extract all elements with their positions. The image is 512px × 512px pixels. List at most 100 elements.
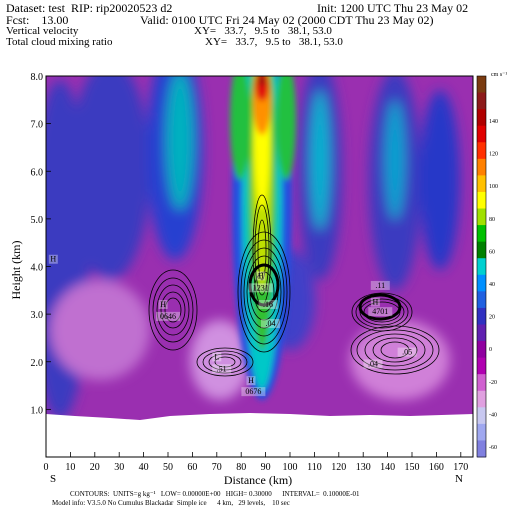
y-tick-label: 6.0	[31, 167, 44, 178]
x-tick-label: 80	[236, 462, 246, 473]
colorbar-label: 100	[489, 184, 498, 190]
y-tick-label: 7.0	[31, 120, 44, 131]
y-tick-label: 3.0	[31, 310, 44, 321]
contour-label-box	[370, 297, 380, 307]
contour-label-box	[156, 311, 180, 321]
colorbar-label: 120	[489, 152, 498, 158]
colorbar-swatch	[477, 76, 486, 94]
cross-section-coords-2: XY= 33.7, 9.5 to 38.1, 53.0	[205, 36, 343, 48]
contour-label-box	[363, 359, 383, 369]
contour-label-box	[256, 271, 266, 281]
x-tick-label: 90	[261, 462, 271, 473]
contour-info: CONTOURS: UNITS=g kg⁻¹ LOW= 0.00000E+00 …	[70, 490, 360, 498]
contour-label-box	[246, 376, 256, 386]
colorbar-label: 20	[489, 315, 495, 321]
x-tick-label: 40	[139, 462, 149, 473]
colorbar-label: -60	[489, 445, 497, 451]
contour-label: .04	[265, 319, 275, 328]
y-tick-label: 2.0	[31, 358, 44, 369]
contour-label: .51	[217, 364, 227, 373]
cross-section-coords: XY= 33.7, 9.5 to 38.1, 53.0	[194, 25, 332, 37]
contour-label: H	[373, 298, 379, 307]
colorbar-swatch	[477, 423, 486, 441]
contour-label: .05	[402, 348, 412, 357]
colorbar-swatch	[477, 258, 486, 276]
x-end-south: S	[50, 473, 56, 485]
colorbar-swatch	[477, 291, 486, 309]
colorbar-swatch	[477, 225, 486, 243]
colorbar-swatch	[477, 191, 486, 210]
contour-label-box	[212, 364, 232, 374]
colorbar-swatch	[477, 274, 486, 292]
field-title-shaded: Vertical velocity	[6, 25, 79, 37]
x-tick-label: 170	[453, 462, 468, 473]
y-axis-label: Height (km)	[9, 241, 23, 300]
contour-label: L	[214, 352, 219, 361]
y-tick-label: 8.0	[31, 72, 44, 83]
colorbar-swatch	[477, 407, 486, 425]
x-tick-label: 120	[331, 462, 346, 473]
x-end-north: N	[455, 473, 463, 485]
colorbar-label: 80	[489, 217, 495, 223]
colorbar-label: 60	[489, 249, 495, 255]
colorbar-swatch	[477, 92, 486, 110]
y-tick-label: 1.0	[31, 405, 44, 416]
x-tick-label: 110	[307, 462, 322, 473]
contour-label-box	[368, 307, 393, 317]
colorbar-swatch	[477, 208, 486, 226]
colorbar-label: -40	[489, 412, 497, 418]
colorbar-swatch	[477, 109, 486, 127]
colorbar	[476, 75, 487, 458]
colorbar-label: 40	[489, 282, 495, 288]
colorbar-labels: 140 120 100 80 60 40 20 0 -20 -40 -60	[489, 119, 498, 451]
contour-label: 0676	[245, 387, 261, 396]
contour-label: H	[160, 300, 166, 309]
y-tick-label: 5.0	[31, 215, 44, 226]
colorbar-swatch	[477, 390, 486, 408]
contour-label: .04	[368, 360, 378, 369]
contour-label: .11	[375, 281, 385, 290]
x-tick-label: 150	[405, 462, 420, 473]
x-tick-label: 60	[187, 462, 197, 473]
colorbar-swatch	[477, 374, 486, 392]
x-tick-label: 10	[65, 462, 75, 473]
colorbar-swatch	[477, 158, 486, 176]
colorbar-label: 140	[489, 119, 498, 125]
colorbar-swatch	[477, 307, 486, 325]
contour-label-box	[212, 352, 222, 362]
colorbar-units: cm s⁻¹	[491, 72, 507, 78]
colorbar-label: 0	[489, 347, 492, 353]
contour-label-box	[260, 319, 280, 329]
init-time: Init: 1200 UTC Thu 23 May 02	[317, 1, 469, 15]
x-tick-label: 50	[163, 462, 173, 473]
colorbar-label: -20	[489, 380, 497, 386]
colorbar-swatch	[477, 440, 486, 458]
colorbar-swatch	[477, 125, 486, 143]
contour-label-box	[258, 299, 278, 309]
contour-label-box	[397, 347, 417, 357]
x-axis: 0 10 20 30 40 50 60 70 80 90 100 110 120 130 140 150 160…	[44, 452, 468, 473]
x-tick-label: 70	[212, 462, 222, 473]
x-tick-label: 160	[429, 462, 444, 473]
contour-label-box	[158, 299, 168, 309]
field-title-contours: Total cloud mixing ratio	[6, 36, 113, 48]
contour-label: H	[258, 271, 264, 280]
colorbar-swatch	[477, 175, 486, 193]
contour-label-box	[248, 283, 273, 293]
x-tick-label: 130	[356, 462, 371, 473]
contour-label: .16	[263, 300, 273, 309]
colorbar-swatch	[477, 142, 486, 160]
colorbar-swatch	[477, 241, 486, 259]
y-axis: 1.0 2.0 3.0 4.0 5.0 6.0 7.0 8.0	[31, 72, 51, 416]
colorbar-swatch	[477, 341, 486, 359]
contour-label: 1231	[253, 283, 269, 292]
contour-label: H	[50, 255, 56, 264]
x-tick-label: 140	[380, 462, 395, 473]
contour-label: 4701	[372, 307, 388, 316]
contour-label-box	[48, 254, 58, 264]
x-tick-label: 20	[90, 462, 100, 473]
colorbar-frame	[476, 75, 487, 458]
x-tick-label: 0	[44, 462, 49, 473]
